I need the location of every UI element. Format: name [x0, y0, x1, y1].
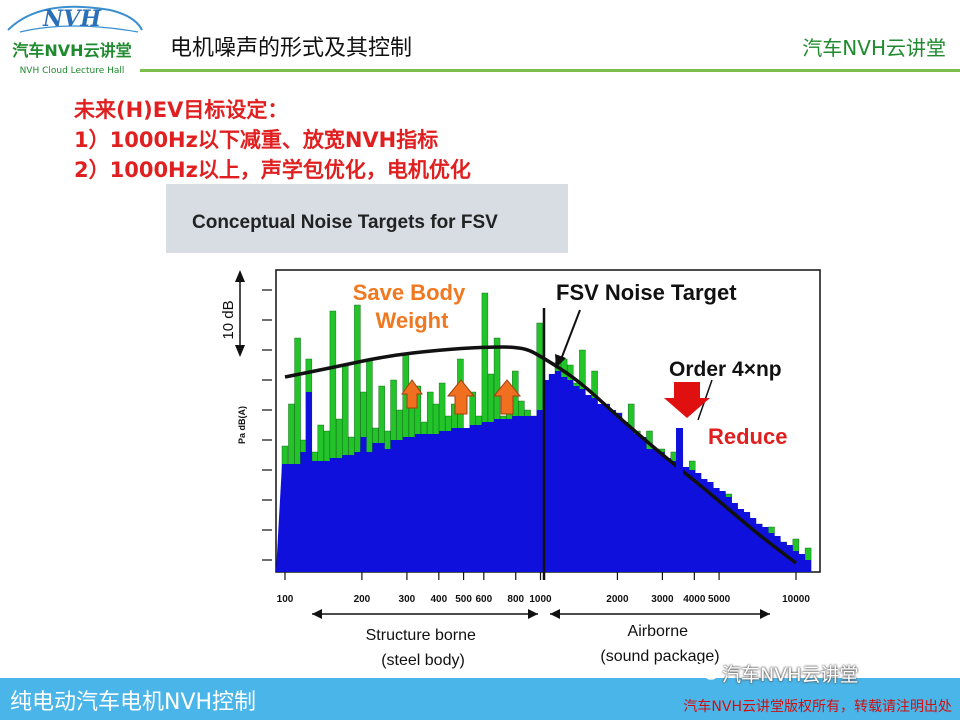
x-tick-label: 10000 — [782, 594, 810, 605]
logo-en-text: NVH Cloud Lecture Hall — [20, 66, 125, 76]
brand-label: 汽车NVH云讲堂 — [802, 36, 946, 60]
x-tick-label: 100 — [277, 594, 294, 605]
x-tick-label: 600 — [475, 594, 492, 605]
x-tick-label: 400 — [430, 594, 447, 605]
x-tick-label: 1000 — [529, 594, 552, 605]
order-bar — [676, 428, 684, 572]
x-tick-label: 2000 — [606, 594, 629, 605]
nvh-cloud-logo: NVH 汽车NVH云讲堂 NVH Cloud Lecture Hall — [7, 5, 143, 76]
order-label: Order 4×np — [669, 358, 782, 381]
scale-arrow-up — [235, 270, 245, 282]
page-title: 电机噪声的形式及其控制 — [170, 36, 413, 61]
x-tick-label: 500 — [455, 594, 472, 605]
x-axis-ticks: 100 200 300 400 500 600 800 1000 2000 3000 4000 500… — [277, 572, 810, 605]
copyright-notice: 汽车NVH云讲堂版权所有，转载请注明出处 — [683, 699, 952, 715]
x-tick-label: 300 — [399, 594, 416, 605]
region-markers — [312, 609, 770, 619]
target-curve-line — [284, 345, 798, 565]
save-body-weight-label: Save Body Weight — [353, 280, 472, 333]
orange-arrow-3 — [492, 379, 522, 415]
save-body-weight-line-2: Weight — [376, 308, 450, 333]
header-divider — [140, 69, 960, 72]
y-axis-ticks — [262, 289, 272, 561]
x-tick-label: 4000 — [683, 594, 706, 605]
reduce-arrow-icon — [664, 382, 710, 418]
x-tick-label: 3000 — [651, 594, 674, 605]
airborne-label: Airborne (sound package) — [600, 623, 719, 665]
chart-title: Conceptual Noise Targets for FSV — [192, 212, 498, 233]
target-item-1: 1）1000Hz以下减重、放宽NVH指标 — [74, 128, 439, 152]
structure-borne-line-2: (steel body) — [381, 652, 465, 669]
structure-borne-line-1: Structure borne — [366, 627, 476, 644]
orange-arrow-1 — [401, 379, 423, 409]
save-body-weight-line-1: Save Body — [353, 280, 466, 305]
structure-borne-label: Structure borne (steel body) — [366, 627, 481, 669]
footer-bar — [0, 678, 960, 720]
chart-title-box — [166, 184, 568, 253]
x-tick-label: 5000 — [708, 594, 731, 605]
watermark-label: 汽车NVH云讲堂 — [722, 664, 859, 686]
y-axis-label: Pa dB(A) — [237, 406, 247, 444]
x-tick-label: 200 — [354, 594, 371, 605]
orange-arrow-2 — [446, 379, 476, 415]
scale-label: 10 dB — [220, 300, 237, 339]
footer-title: 纯电动汽车电机NVH控制 — [10, 690, 257, 715]
fsv-pointer-arrow — [555, 354, 566, 368]
wechat-icon — [696, 662, 718, 680]
x-tick-label: 800 — [507, 594, 524, 605]
orange-arrows — [401, 379, 522, 415]
airborne-line-2: (sound package) — [600, 648, 719, 665]
logo-cn-text: 汽车NVH云讲堂 — [12, 41, 131, 60]
fsv-pointer-line — [559, 309, 581, 363]
logo-main-text: NVH — [42, 6, 102, 32]
airborne-line-1: Airborne — [628, 623, 689, 640]
target-item-2: 2）1000Hz以上，声学包优化，电机优化 — [74, 158, 471, 182]
scale-arrow-down — [235, 345, 245, 357]
fsv-target-label: FSV Noise Target — [556, 280, 737, 305]
blue-peak-bar — [305, 392, 312, 572]
targets-heading: 未来(H)EV目标设定： — [74, 98, 289, 122]
reduce-label: Reduce — [708, 424, 787, 449]
